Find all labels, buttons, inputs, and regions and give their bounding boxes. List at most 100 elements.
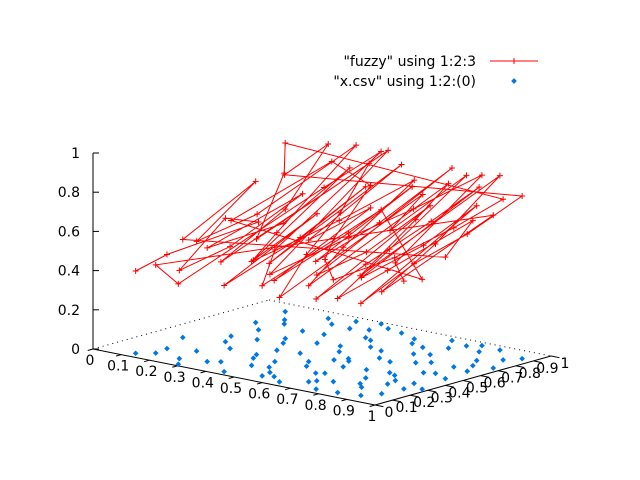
xcsv-point <box>176 355 183 362</box>
xcsv-point <box>248 362 255 369</box>
fuzzy-point <box>217 258 224 265</box>
y-tick-label: 0.4 <box>448 385 470 401</box>
xcsv-point <box>362 375 369 381</box>
legend-marker-diamond <box>511 78 517 84</box>
fuzzy-point <box>254 211 261 218</box>
xcsv-point <box>420 369 427 376</box>
y-tick-label: 0.9 <box>536 361 558 377</box>
fuzzy-point <box>280 220 287 227</box>
fuzzy-point <box>419 191 426 198</box>
legend-label-fuzzy: "fuzzy" using 1:2:3 <box>343 54 476 70</box>
xcsv-point <box>449 337 455 344</box>
fuzzy-point <box>476 184 483 191</box>
back-left-edge <box>92 299 270 350</box>
fuzzy-point <box>385 147 392 154</box>
fuzzy-point <box>273 229 280 236</box>
y-tick-label: 0.2 <box>413 395 435 411</box>
fuzzy-point <box>366 160 373 167</box>
xcsv-point <box>328 321 335 328</box>
fuzzy-point <box>336 217 343 224</box>
xcsv-point <box>427 351 433 358</box>
y-tick <box>533 360 542 364</box>
xcsv-point <box>401 386 407 392</box>
xcsv-point <box>271 358 278 365</box>
fuzzy-point <box>367 204 374 211</box>
fuzzy-point <box>432 241 439 247</box>
y-tick-label: 0.6 <box>483 376 505 392</box>
x-tick <box>115 354 122 357</box>
xcsv-point <box>367 344 374 350</box>
xcsv-point <box>305 358 312 365</box>
xcsv-point <box>303 363 310 370</box>
fuzzy-point <box>464 231 471 238</box>
xcsv-point <box>519 355 525 362</box>
fuzzy-point <box>357 272 364 279</box>
series-xcsv-points <box>132 308 525 399</box>
fuzzy-point <box>427 202 434 209</box>
x-tick <box>172 365 178 368</box>
x-tick <box>369 404 376 407</box>
xcsv-point <box>281 321 288 327</box>
x-tick-label: 1 <box>368 409 377 425</box>
z-tick-label: 0.2 <box>58 303 80 319</box>
fuzzy-point <box>411 260 418 267</box>
xcsv-point <box>353 318 359 325</box>
xcsv-point <box>469 362 476 369</box>
xcsv-point <box>321 331 327 338</box>
xcsv-point <box>254 336 260 343</box>
x-tick <box>87 348 94 351</box>
xcsv-point <box>222 338 229 345</box>
xcsv-point <box>362 334 369 341</box>
y-tick <box>374 404 384 408</box>
xcsv-point <box>305 378 312 385</box>
x-tick <box>284 387 291 391</box>
xcsv-point <box>282 308 289 315</box>
xcsv-point <box>463 343 470 349</box>
x-tick <box>341 398 347 402</box>
xcsv-point <box>445 345 452 352</box>
fuzzy-point <box>428 218 435 225</box>
x-tick-label: 0.1 <box>107 359 129 375</box>
fuzzy-point <box>271 277 278 284</box>
x-tick-label: 0.7 <box>276 392 298 408</box>
fuzzy-point <box>384 267 391 274</box>
xcsv-point <box>281 317 288 323</box>
xcsv-point <box>357 380 363 387</box>
fuzzy-point <box>331 235 337 242</box>
xcsv-point <box>337 343 344 349</box>
fuzzy-point <box>176 267 183 274</box>
fuzzy-point <box>392 259 399 266</box>
fuzzy-point <box>255 219 262 226</box>
xcsv-point <box>255 326 262 333</box>
legend-marker-fuzzy <box>511 58 517 64</box>
xcsv-point <box>330 378 337 385</box>
xcsv-point <box>419 386 425 393</box>
xcsv-point <box>322 370 328 377</box>
fuzzy-point <box>248 258 255 265</box>
xcsv-point <box>267 369 273 376</box>
xcsv-point <box>132 350 139 357</box>
fuzzy-point <box>334 295 341 302</box>
xcsv-point <box>490 365 497 371</box>
z-tick-label: 1 <box>71 146 80 162</box>
fuzzy-point <box>228 217 235 224</box>
fuzzy-point <box>313 295 320 302</box>
fuzzy-point <box>391 254 398 261</box>
xcsv-point <box>432 370 439 377</box>
fuzzy-point <box>281 170 288 177</box>
fuzzy-point <box>259 282 266 289</box>
xcsv-point <box>378 390 385 397</box>
fuzzy-point <box>266 271 273 278</box>
xcsv-point <box>252 319 259 326</box>
xcsv-point <box>164 345 170 352</box>
xcsv-point <box>391 372 398 379</box>
fuzzy-point <box>409 183 416 190</box>
fuzzy-point <box>496 172 503 179</box>
xcsv-point <box>497 347 503 353</box>
xcsv-point <box>378 347 385 354</box>
xcsv-point <box>450 364 457 370</box>
fuzzy-point <box>500 196 507 203</box>
xcsv-point <box>152 350 159 356</box>
xcsv-point <box>179 334 186 341</box>
x-tick-label: 0.6 <box>248 387 270 403</box>
